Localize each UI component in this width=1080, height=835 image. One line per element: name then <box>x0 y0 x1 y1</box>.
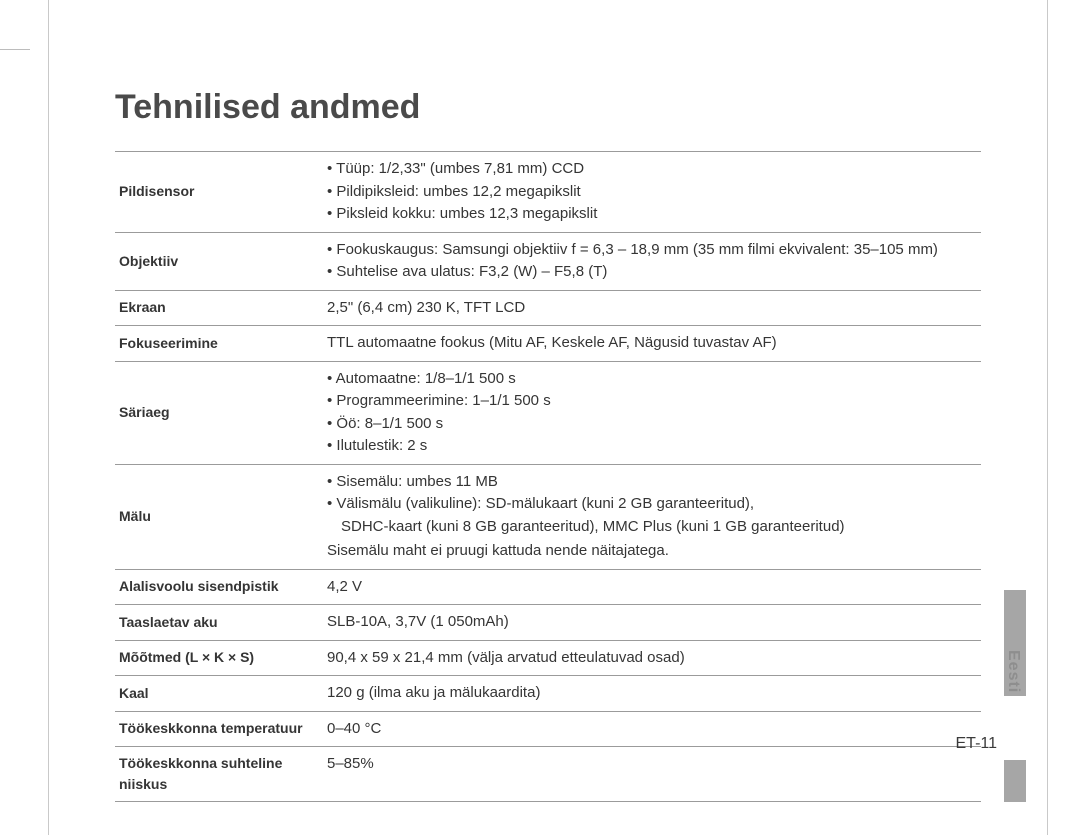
note-text: Sisemälu maht ei pruugi kattuda nende nä… <box>327 540 977 563</box>
row-label: Kaal <box>115 676 323 712</box>
content-area: Tehnilised andmed Pildisensor Tüüp: 1/2,… <box>49 0 1047 802</box>
row-label: Säriaeg <box>115 361 323 464</box>
table-row: Objektiiv Fookuskaugus: Samsungi objekti… <box>115 232 981 290</box>
row-value: 2,5" (6,4 cm) 230 K, TFT LCD <box>323 290 981 326</box>
row-label: Taaslaetav aku <box>115 605 323 641</box>
row-value: 4,2 V <box>323 569 981 605</box>
table-row: Fokuseerimine TTL automaatne fookus (Mit… <box>115 326 981 362</box>
list-item: Sisemälu: umbes 11 MB <box>327 471 977 494</box>
crop-mark <box>0 49 30 50</box>
row-label: Mõõtmed (L × K × S) <box>115 640 323 676</box>
row-value: 0–40 °C <box>323 711 981 747</box>
row-value: TTL automaatne fookus (Mitu AF, Keskele … <box>323 326 981 362</box>
list-item: Ilutulestik: 2 s <box>327 435 977 458</box>
row-label: Pildisensor <box>115 152 323 233</box>
table-row: Mälu Sisemälu: umbes 11 MB Välismälu (va… <box>115 464 981 569</box>
list-item: Automaatne: 1/8–1/1 500 s <box>327 368 977 391</box>
row-value: SLB-10A, 3,7V (1 050mAh) <box>323 605 981 641</box>
row-label: Töökeskkonna temperatuur <box>115 711 323 747</box>
list-item: Öö: 8–1/1 500 s <box>327 413 977 436</box>
page-number: ET-11 <box>956 735 998 753</box>
table-row: Pildisensor Tüüp: 1/2,33" (umbes 7,81 mm… <box>115 152 981 233</box>
table-row: Töökeskkonna suhteline niiskus 5–85% <box>115 747 981 802</box>
table-row: Säriaeg Automaatne: 1/8–1/1 500 s Progra… <box>115 361 981 464</box>
list-item: Tüüp: 1/2,33" (umbes 7,81 mm) CCD <box>327 158 977 181</box>
row-value: 120 g (ilma aku ja mälukaardita) <box>323 676 981 712</box>
row-value: Sisemälu: umbes 11 MB Välismälu (valikul… <box>323 464 981 569</box>
page-frame: Tehnilised andmed Pildisensor Tüüp: 1/2,… <box>48 0 1048 835</box>
list-item: Fookuskaugus: Samsungi objektiiv f = 6,3… <box>327 239 977 262</box>
row-label: Töökeskkonna suhteline niiskus <box>115 747 323 802</box>
table-row: Ekraan 2,5" (6,4 cm) 230 K, TFT LCD <box>115 290 981 326</box>
row-label: Fokuseerimine <box>115 326 323 362</box>
spec-table: Pildisensor Tüüp: 1/2,33" (umbes 7,81 mm… <box>115 151 981 802</box>
row-value: Automaatne: 1/8–1/1 500 s Programmeerimi… <box>323 361 981 464</box>
row-label: Ekraan <box>115 290 323 326</box>
table-row: Alalisvoolu sisendpistik 4,2 V <box>115 569 981 605</box>
language-label: Eesti <box>1004 650 1022 693</box>
side-tab-bottom <box>1004 760 1026 802</box>
row-value: Fookuskaugus: Samsungi objektiiv f = 6,3… <box>323 232 981 290</box>
list-item-continuation: SDHC-kaart (kuni 8 GB garanteeritud), MM… <box>327 516 977 539</box>
list-item: Piksleid kokku: umbes 12,3 megapikslit <box>327 203 977 226</box>
list-item: Pildipiksleid: umbes 12,2 megapikslit <box>327 181 977 204</box>
row-label: Mälu <box>115 464 323 569</box>
table-row: Töökeskkonna temperatuur 0–40 °C <box>115 711 981 747</box>
row-value: 5–85% <box>323 747 981 802</box>
list-item: Suhtelise ava ulatus: F3,2 (W) – F5,8 (T… <box>327 261 977 284</box>
table-row: Mõõtmed (L × K × S) 90,4 x 59 x 21,4 mm … <box>115 640 981 676</box>
table-row: Kaal 120 g (ilma aku ja mälukaardita) <box>115 676 981 712</box>
list-item: Välismälu (valikuline): SD-mälukaart (ku… <box>327 493 977 516</box>
row-value: 90,4 x 59 x 21,4 mm (välja arvatud etteu… <box>323 640 981 676</box>
list-item: Programmeerimine: 1–1/1 500 s <box>327 390 977 413</box>
page-title: Tehnilised andmed <box>115 88 981 127</box>
row-label: Objektiiv <box>115 232 323 290</box>
table-row: Taaslaetav aku SLB-10A, 3,7V (1 050mAh) <box>115 605 981 641</box>
row-value: Tüüp: 1/2,33" (umbes 7,81 mm) CCD Pildip… <box>323 152 981 233</box>
row-label: Alalisvoolu sisendpistik <box>115 569 323 605</box>
